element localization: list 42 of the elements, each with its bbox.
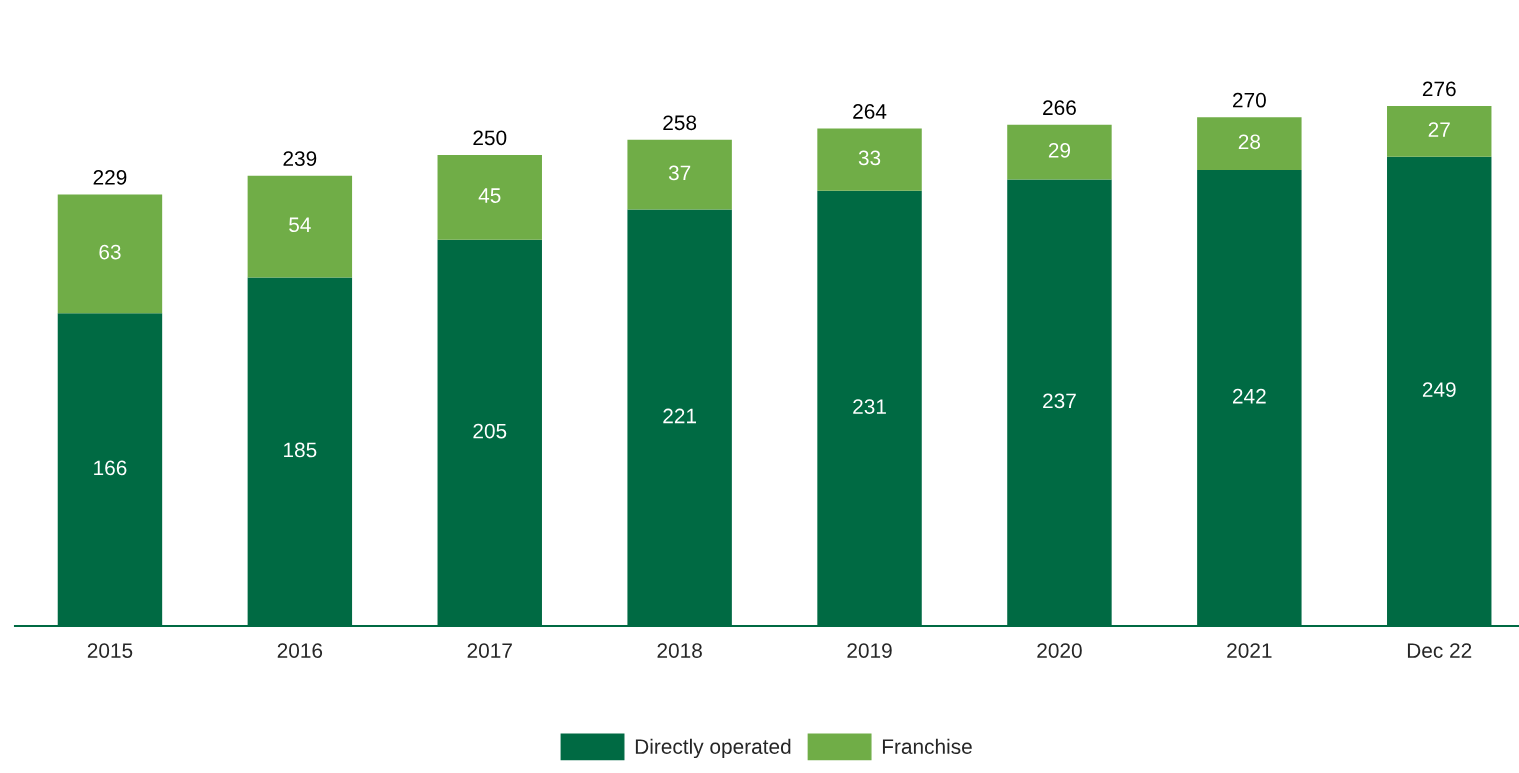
x-tick-label: 2018	[657, 643, 702, 658]
bar	[247, 175, 353, 278]
bar	[1197, 117, 1302, 170]
legend-label: Directly operated	[635, 738, 791, 759]
x-tick-label: 2021	[1227, 643, 1272, 658]
bar	[817, 128, 922, 191]
total-label: 276	[1422, 81, 1456, 97]
total-label: 258	[663, 115, 697, 131]
bar	[1387, 105, 1492, 157]
data-label: 28	[1238, 134, 1261, 150]
x-tick-label: 2020	[1037, 643, 1082, 658]
x-tick-label: 2019	[847, 643, 892, 658]
legend-label: Franchise	[882, 738, 972, 754]
data-label: 231	[853, 399, 886, 414]
data-label: 54	[289, 217, 311, 233]
total-label: 250	[473, 130, 507, 146]
data-label: 221	[663, 408, 697, 424]
data-label: 29	[1048, 142, 1071, 158]
x-tick-label: 2015	[87, 643, 133, 658]
total-label: 270	[1233, 92, 1266, 108]
x-tick-label: 2016	[277, 643, 323, 658]
data-label: 237	[1043, 393, 1076, 409]
data-label: 242	[1233, 388, 1266, 404]
data-label: 45	[478, 188, 501, 203]
bar	[57, 194, 163, 314]
x-tick-label: Dec 22	[1407, 643, 1472, 658]
total-label: 266	[1043, 100, 1076, 116]
data-label: 27	[1428, 122, 1450, 137]
total-label: 229	[93, 170, 127, 185]
data-label: 37	[668, 165, 691, 181]
bar	[1007, 124, 1112, 180]
data-label: 166	[94, 460, 127, 476]
bar	[627, 139, 732, 210]
data-label: 205	[473, 423, 507, 439]
total-label: 239	[283, 151, 317, 166]
data-label: 33	[858, 150, 881, 166]
data-label: 63	[99, 244, 121, 260]
total-label: 264	[853, 104, 887, 119]
data-label: 185	[284, 442, 317, 458]
x-tick-label: 2017	[467, 643, 512, 658]
bar	[437, 154, 542, 240]
data-label: 249	[1422, 382, 1456, 397]
